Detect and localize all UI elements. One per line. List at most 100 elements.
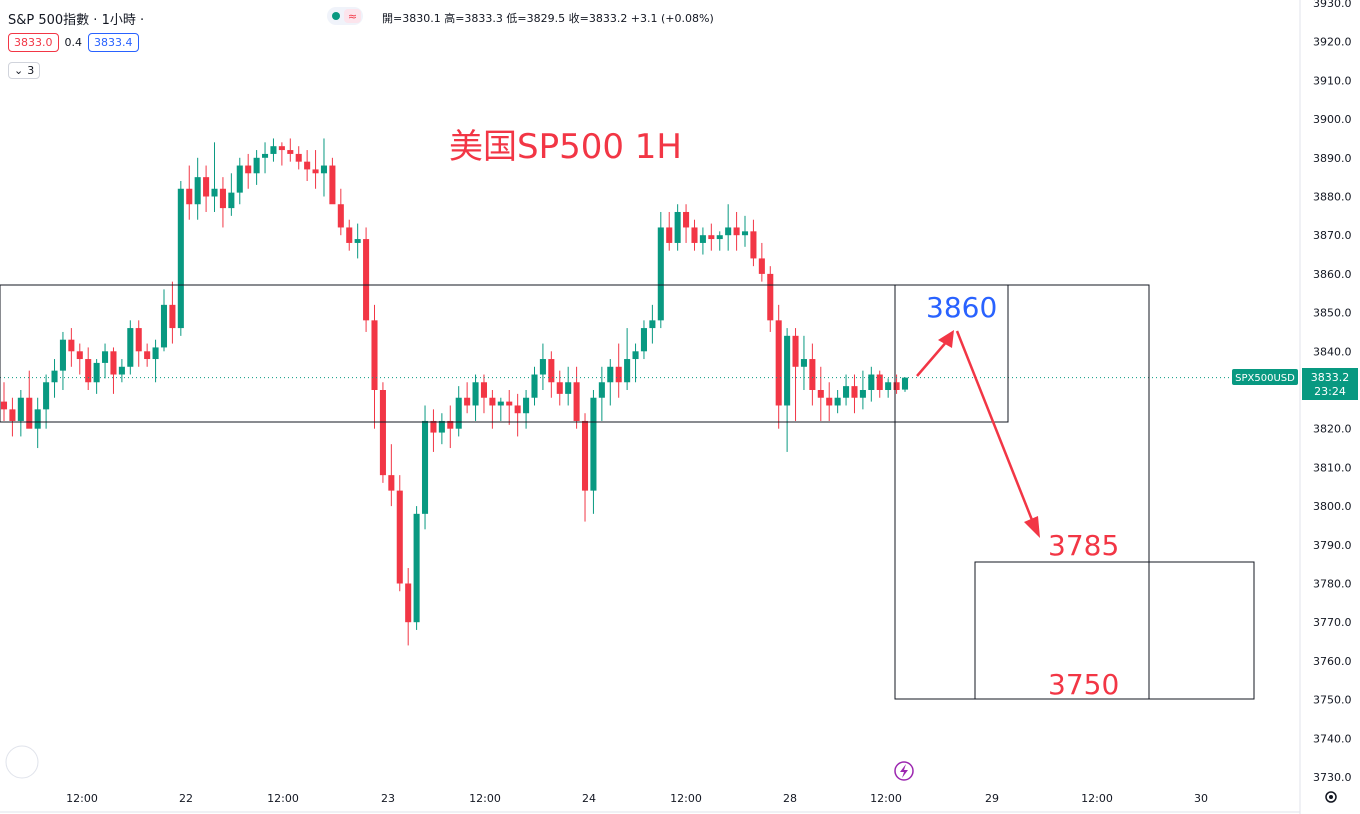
candle[interactable] <box>118 359 125 383</box>
candle[interactable] <box>262 142 269 174</box>
candle[interactable] <box>649 304 656 344</box>
candle[interactable] <box>144 343 151 367</box>
indicator-toggles[interactable]: ≈ <box>327 7 363 25</box>
candle[interactable] <box>885 378 892 398</box>
candle[interactable] <box>539 343 546 390</box>
time-axis[interactable]: 12:00 22 12:00 23 12:00 24 12:00 28 12:00 29 12:00… <box>66 792 1208 805</box>
candle[interactable] <box>26 370 33 429</box>
candle[interactable] <box>531 366 538 406</box>
sell-price-button[interactable]: 3833.0 <box>8 33 59 52</box>
candle[interactable] <box>683 204 690 243</box>
last-price-tag[interactable]: 3833.2 23:24 <box>1302 368 1358 400</box>
candle[interactable] <box>135 320 142 367</box>
candle[interactable] <box>186 165 193 220</box>
candle[interactable] <box>194 157 201 220</box>
candle[interactable] <box>51 359 58 398</box>
candle[interactable] <box>455 386 462 437</box>
candle[interactable] <box>699 227 706 255</box>
candle[interactable] <box>270 138 277 162</box>
candle[interactable] <box>708 223 715 251</box>
candle[interactable] <box>489 390 496 429</box>
candle[interactable] <box>565 366 572 406</box>
candle[interactable] <box>76 343 83 375</box>
candle-series[interactable] <box>0 138 909 646</box>
target-label-3785[interactable]: 3785 <box>1048 529 1119 562</box>
target-box[interactable] <box>974 561 1255 700</box>
candle[interactable] <box>396 475 403 592</box>
candle[interactable] <box>287 138 294 162</box>
indicators-collapse-button[interactable]: ⌄ 3 <box>8 62 41 79</box>
candle[interactable] <box>295 146 302 170</box>
target-label-3860[interactable]: 3860 <box>926 291 997 324</box>
candle[interactable] <box>169 281 176 344</box>
candle[interactable] <box>792 328 799 421</box>
candle[interactable] <box>666 211 673 251</box>
candle[interactable] <box>312 150 319 189</box>
candle[interactable] <box>758 242 765 282</box>
candle[interactable] <box>211 142 218 212</box>
candle[interactable] <box>34 397 41 449</box>
price-axis[interactable]: 3730.0 3740.0 3750.0 3760.0 3770.0 3780.0 3790… <box>1313 0 1352 784</box>
candle[interactable] <box>93 359 100 394</box>
candle[interactable] <box>624 328 631 390</box>
candle[interactable] <box>228 173 235 216</box>
candle[interactable] <box>85 347 92 390</box>
candle[interactable] <box>438 413 445 445</box>
candle[interactable] <box>573 366 580 429</box>
candle[interactable] <box>363 227 370 332</box>
candle[interactable] <box>598 366 605 421</box>
candle[interactable] <box>278 142 285 166</box>
candle[interactable] <box>506 390 513 425</box>
candle[interactable] <box>421 405 429 530</box>
candle[interactable] <box>354 223 361 259</box>
candle[interactable] <box>102 343 109 379</box>
candle[interactable] <box>741 215 749 247</box>
candle[interactable] <box>590 390 597 514</box>
annotation-title[interactable]: 美国SP500 1H <box>449 127 682 167</box>
symbol-tag[interactable]: SPX500USD <box>1232 369 1298 385</box>
range-box[interactable] <box>0 284 1009 423</box>
lightning-icon[interactable] <box>894 761 914 781</box>
candle[interactable] <box>480 374 488 414</box>
candle[interactable] <box>9 397 16 437</box>
scroll-to-realtime-icon[interactable] <box>5 745 39 779</box>
candle[interactable] <box>177 181 184 336</box>
candle[interactable] <box>725 204 732 251</box>
candle[interactable] <box>236 157 243 205</box>
candle[interactable] <box>110 347 117 394</box>
candle[interactable] <box>868 366 875 402</box>
candle[interactable] <box>674 204 681 251</box>
candle[interactable] <box>320 138 328 197</box>
candle[interactable] <box>304 150 311 182</box>
candle[interactable] <box>346 219 353 251</box>
candle[interactable] <box>464 382 471 414</box>
candle[interactable] <box>851 374 858 414</box>
candle[interactable] <box>514 393 521 437</box>
candle[interactable] <box>17 390 24 437</box>
candle[interactable] <box>447 405 454 449</box>
candle[interactable] <box>245 153 252 189</box>
candle[interactable] <box>497 397 504 421</box>
candle[interactable] <box>859 370 866 410</box>
candle[interactable] <box>219 177 226 228</box>
candle[interactable] <box>371 304 378 429</box>
candle[interactable] <box>826 382 833 421</box>
candle[interactable] <box>203 165 210 212</box>
candle[interactable] <box>750 219 757 267</box>
candle[interactable] <box>523 390 530 429</box>
candle[interactable] <box>767 266 774 332</box>
bid-ask-panel[interactable]: 3833.0 0.4 3833.4 <box>8 33 139 52</box>
candle[interactable] <box>733 211 740 251</box>
symbol-title[interactable]: S&P 500指數 · 1小時 · <box>8 13 145 28</box>
candle[interactable] <box>59 331 66 390</box>
candle[interactable] <box>607 359 614 406</box>
candle[interactable] <box>775 304 782 429</box>
candle[interactable] <box>548 351 555 398</box>
candle[interactable] <box>127 320 134 375</box>
candle[interactable] <box>337 188 344 236</box>
candle[interactable] <box>876 370 883 398</box>
candle[interactable] <box>581 413 589 522</box>
candle[interactable] <box>379 382 386 483</box>
candle[interactable] <box>43 374 50 429</box>
